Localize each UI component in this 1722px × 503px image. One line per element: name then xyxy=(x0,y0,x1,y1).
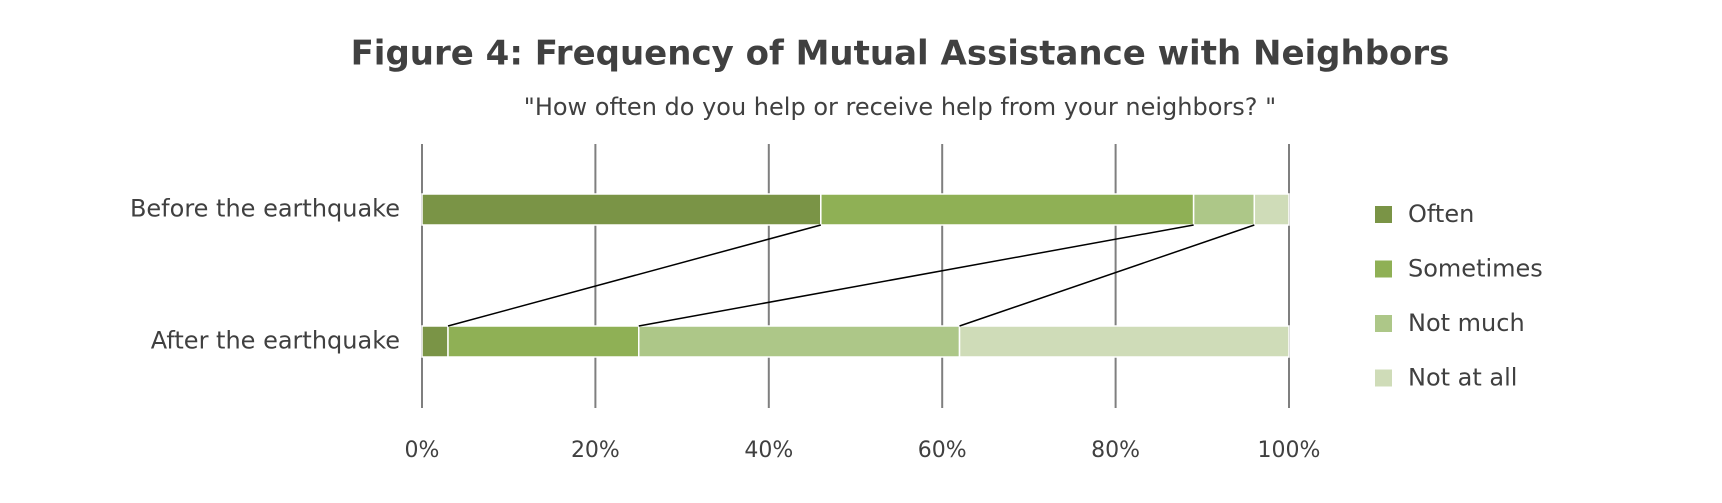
connector-line xyxy=(959,224,1255,327)
bar xyxy=(958,325,1290,358)
x-tick-label: 20% xyxy=(571,438,620,463)
bar xyxy=(421,325,449,358)
legend-swatch xyxy=(1375,260,1392,278)
legend-swatch xyxy=(1375,369,1392,387)
connector-line xyxy=(447,224,822,327)
x-tick-label: 100% xyxy=(1258,438,1321,463)
x-tick-label: 80% xyxy=(1091,438,1140,463)
legend-label: Not at all xyxy=(1408,364,1517,392)
legend-swatch xyxy=(1375,206,1392,223)
connector-line xyxy=(638,224,1194,327)
x-tick-label: 40% xyxy=(744,438,793,463)
y-tick-label: After the earthquake xyxy=(151,327,400,355)
x-tick-label: 0% xyxy=(405,438,440,463)
y-tick-label: Before the earthquake xyxy=(130,195,400,223)
bar xyxy=(1253,193,1290,226)
bar xyxy=(638,325,961,358)
chart-title: Figure 4: Frequency of Mutual Assistance… xyxy=(351,34,1450,74)
bar xyxy=(1192,193,1256,226)
legend-label: Often xyxy=(1408,200,1474,228)
x-tick-label: 60% xyxy=(918,438,967,463)
legend-swatch xyxy=(1375,315,1392,332)
legend-label: Not much xyxy=(1408,309,1525,337)
legend-label: Sometimes xyxy=(1408,255,1543,283)
chart-subtitle: "How often do you help or receive help f… xyxy=(524,93,1276,121)
bar xyxy=(421,193,822,226)
bar xyxy=(447,325,640,358)
bar xyxy=(820,193,1195,226)
